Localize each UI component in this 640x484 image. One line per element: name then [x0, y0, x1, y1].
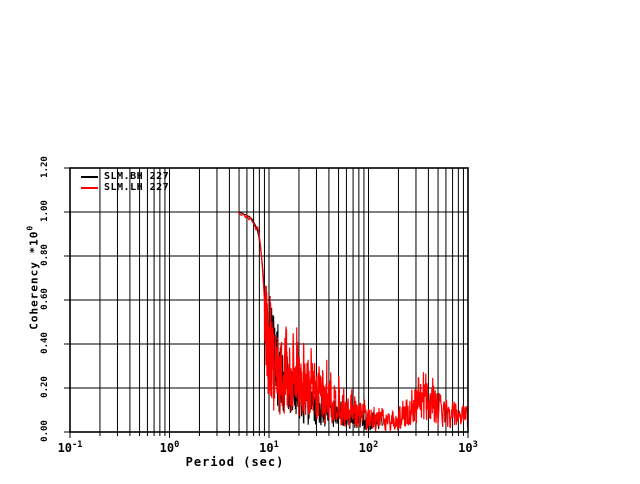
legend-label-bh: SLM.BH 227 [104, 171, 170, 182]
x-tick-label: 100 [150, 440, 190, 455]
y-tick-label: 0.40 [40, 332, 50, 354]
data-series-group [70, 211, 468, 432]
x-tick-label: 103 [448, 440, 488, 455]
x-tick-label: 10-1 [50, 440, 90, 455]
x-tick-label: 102 [349, 440, 389, 455]
x-tick-exponent: -1 [72, 440, 83, 450]
y-axis-title-exponent: 0 [25, 224, 35, 231]
x-tick-exponent: 3 [472, 440, 478, 450]
x-tick-mantissa: 10 [259, 441, 274, 455]
legend-swatch-bh [81, 176, 98, 178]
y-axis-title-text: Coherency *10 [27, 230, 41, 330]
y-axis-title: Coherency *100 [26, 182, 41, 372]
y-tick-label: 0.20 [40, 376, 50, 398]
legend-label-lh: SLM.LH 227 [104, 182, 170, 193]
x-tick-mantissa: 10 [358, 441, 374, 455]
y-tick-label: 0.80 [40, 244, 50, 266]
x-axis-title: Period (sec) [185, 455, 285, 469]
x-tick-mantissa: 10 [159, 441, 175, 455]
y-tick-label: 0.00 [40, 420, 50, 442]
y-tick-label: 1.00 [40, 200, 50, 222]
x-tick-mantissa: 10 [57, 441, 73, 455]
x-tick-exponent: 2 [373, 440, 379, 450]
y-tick-label: 0.60 [40, 288, 50, 310]
y-tick-label: 1.20 [40, 156, 50, 178]
x-tick-mantissa: 10 [458, 441, 473, 455]
x-tick-exponent: 1 [273, 440, 279, 450]
x-tick-label: 101 [249, 440, 289, 455]
plot-frame [69, 167, 469, 433]
series-line-lh [237, 211, 468, 432]
x-tick-exponent: 0 [174, 440, 180, 450]
legend-swatch-lh [81, 187, 98, 189]
